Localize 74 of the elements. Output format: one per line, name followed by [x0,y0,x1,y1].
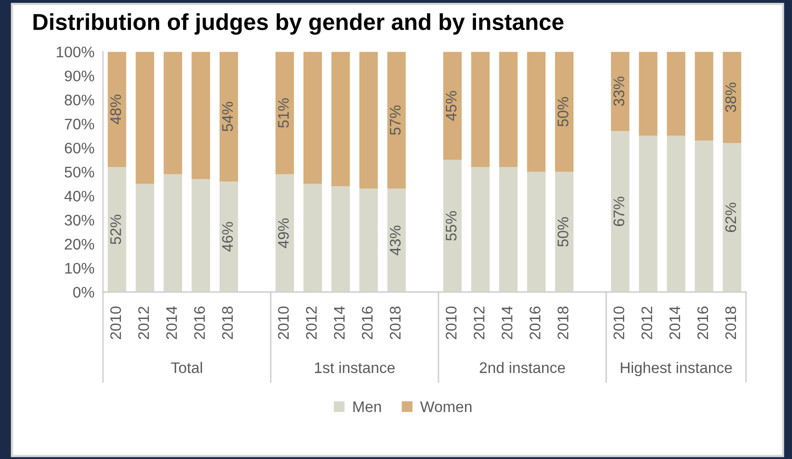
data-label: 48% [110,94,122,124]
data-label: 49% [278,218,289,248]
y-tick-label: 70% [64,118,94,130]
x-tick-label: 2016 [194,306,205,340]
x-tick-label: 2014 [334,306,345,340]
y-tick-label: 10% [65,262,94,274]
data-label: 54% [222,102,233,132]
bar [471,52,490,168]
y-tick-label: 60% [64,142,94,154]
bar [499,52,518,168]
y-tick-label: 30% [64,214,94,226]
legend-label: Women [420,401,472,412]
y-tick-label: 20% [64,238,94,250]
x-tick-label: 2018 [390,306,401,340]
x-tick-label: 2010 [613,306,624,340]
text: 1st instance [315,362,395,374]
bar [387,52,406,189]
bar [220,52,238,182]
data-label: 45% [446,91,457,121]
text: 2nd instance [480,362,565,374]
x-tick-label: 2018 [725,306,736,340]
x-tick-label: 2010 [446,306,457,340]
data-label: 46% [222,222,233,252]
bar [694,52,714,141]
x-tick-label: 2012 [306,306,317,340]
data-label: 55% [446,211,457,241]
bar [108,52,126,168]
x-tick-label: 2012 [138,306,150,340]
x-tick-label: 2012 [474,306,485,340]
y-tick-label: 90% [64,70,94,82]
x-tick-label: 2014 [502,306,512,340]
data-label: 38% [725,82,736,112]
x-tick-label: 2014 [166,306,177,340]
x-tick-label: 2018 [558,306,568,340]
bar [136,52,154,184]
x-tick-label: 2010 [278,306,289,340]
y-tick-label: 0% [73,286,94,298]
bar [555,52,574,172]
legend-label: Men [353,401,381,412]
data-label: 62% [725,202,736,232]
y-tick-label: 50% [64,166,94,178]
bar [359,52,378,189]
bar [303,52,322,184]
x-tick-label: 2010 [110,306,122,340]
data-label: 50% [558,217,568,247]
y-tick-label: 40% [64,190,94,202]
data-label: 43% [390,226,401,256]
bar [331,52,350,186]
data-label: 51% [278,98,289,128]
data-label: 57% [390,105,401,135]
chart-title: Distribution of judges by gender and by instance [34,13,564,35]
x-tick-label: 2016 [530,306,540,340]
bar [527,52,546,172]
x-tick-label: 2012 [641,306,652,340]
data-label: 50% [558,97,568,126]
y-tick-label: 80% [64,94,94,106]
bar [443,52,462,160]
bar [666,52,686,136]
bar [722,52,742,144]
data-label: 52% [110,214,122,244]
data-label: 67% [613,196,624,226]
bar [610,52,630,131]
x-tick-label: 2016 [362,306,373,340]
bar [192,52,210,180]
x-tick-label: 2016 [697,306,708,340]
bar [275,52,294,174]
y-tick-label: 100% [56,46,94,58]
text: Highest instance [620,362,732,376]
data-label: 33% [613,76,624,106]
bar [638,52,658,136]
bar [164,52,182,174]
x-tick-label: 2014 [669,306,680,340]
x-tick-label: 2018 [222,306,233,340]
text: Total [171,362,202,374]
